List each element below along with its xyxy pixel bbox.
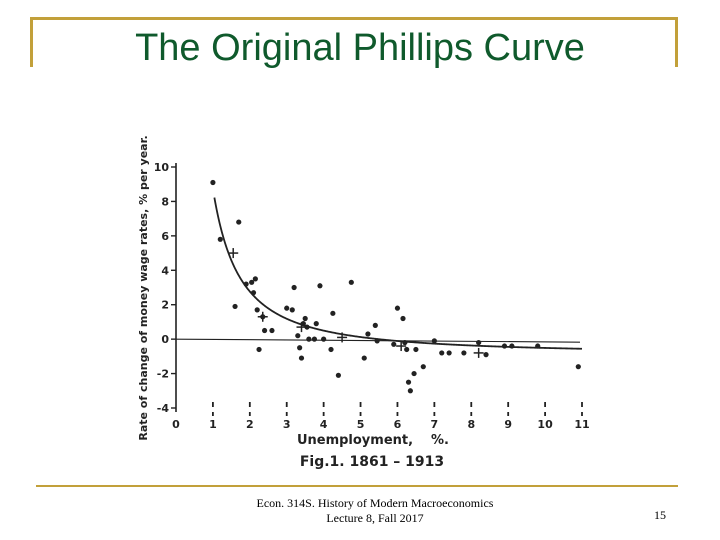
x-tick-label: 4 bbox=[320, 418, 328, 431]
cross-marker bbox=[296, 322, 307, 333]
data-point bbox=[321, 336, 327, 342]
y-tick-label: 6 bbox=[161, 230, 169, 243]
data-point bbox=[232, 303, 238, 310]
cross-marker bbox=[228, 248, 239, 259]
data-point bbox=[304, 324, 310, 330]
footer-rule bbox=[36, 485, 678, 487]
data-point bbox=[335, 372, 341, 378]
data-point bbox=[269, 327, 275, 334]
page-number: 15 bbox=[654, 508, 666, 522]
data-point bbox=[252, 276, 258, 282]
data-point bbox=[291, 284, 297, 291]
data-point bbox=[535, 343, 541, 349]
cross-marker bbox=[473, 347, 484, 358]
x-tick-label: 2 bbox=[246, 418, 254, 431]
footer-text: Econ. 314S. History of Modern Macroecono… bbox=[200, 496, 550, 526]
data-point bbox=[298, 355, 305, 361]
data-point bbox=[295, 333, 301, 339]
data-point bbox=[302, 315, 308, 322]
cross-marker bbox=[396, 341, 407, 352]
data-point bbox=[476, 339, 482, 346]
chart-points-layer bbox=[210, 179, 581, 394]
x-tick-label: 8 bbox=[467, 418, 475, 431]
footer-course-line: Econ. 314S. History of Modern Macroecono… bbox=[256, 496, 494, 510]
data-point bbox=[249, 279, 255, 285]
data-point bbox=[509, 343, 515, 349]
x-tick-label: 10 bbox=[537, 418, 553, 431]
data-point bbox=[575, 364, 581, 370]
y-tick-label: 8 bbox=[161, 195, 169, 208]
data-point bbox=[297, 345, 303, 351]
data-point bbox=[317, 283, 323, 289]
data-point bbox=[372, 322, 378, 328]
data-point bbox=[313, 321, 319, 327]
frame-left-rule bbox=[30, 17, 33, 67]
data-point bbox=[217, 236, 223, 242]
x-tick-label: 6 bbox=[394, 418, 402, 431]
data-point bbox=[483, 352, 489, 358]
y-tick-label: -4 bbox=[157, 402, 170, 415]
data-point bbox=[501, 343, 508, 349]
data-point bbox=[439, 350, 445, 356]
data-point bbox=[391, 341, 397, 347]
data-point bbox=[411, 370, 417, 377]
cross-marker bbox=[257, 311, 268, 322]
x-tick-label: 1 bbox=[209, 418, 217, 431]
slide-title: The Original Phillips Curve bbox=[135, 27, 585, 69]
data-point bbox=[413, 346, 419, 353]
data-point bbox=[431, 338, 437, 344]
x-axis-unit: %. bbox=[431, 433, 449, 448]
data-point bbox=[243, 281, 249, 287]
data-point bbox=[446, 350, 452, 356]
x-tick-label: 3 bbox=[283, 418, 291, 431]
fitted-phillips-curve bbox=[213, 197, 583, 350]
x-tick-label: 0 bbox=[172, 418, 180, 431]
data-point bbox=[361, 355, 367, 361]
figure-caption: Fig.1. 1861 – 1913 bbox=[300, 454, 444, 470]
data-point bbox=[306, 336, 312, 342]
data-point bbox=[330, 310, 336, 316]
data-point bbox=[210, 179, 216, 186]
data-point bbox=[250, 290, 257, 296]
data-point bbox=[284, 305, 290, 311]
frame-top-rule bbox=[30, 17, 678, 20]
frame-right-rule bbox=[675, 17, 678, 67]
y-tick-label: 2 bbox=[161, 299, 169, 312]
data-point bbox=[254, 307, 260, 313]
data-point bbox=[236, 219, 242, 225]
data-point bbox=[394, 305, 401, 311]
y-tick-label: 0 bbox=[161, 333, 169, 346]
x-tick-label: 9 bbox=[504, 418, 512, 431]
chart-curve-layer bbox=[213, 197, 583, 350]
data-point bbox=[405, 379, 412, 385]
data-point bbox=[328, 346, 334, 353]
footer-lecture-line: Lecture 8, Fall 2017 bbox=[326, 511, 424, 525]
data-point bbox=[404, 346, 410, 353]
data-point bbox=[461, 350, 467, 356]
data-point bbox=[365, 331, 371, 337]
data-point bbox=[348, 279, 354, 285]
x-tick-label: 11 bbox=[574, 418, 589, 431]
y-tick-label: -2 bbox=[157, 368, 169, 381]
data-point bbox=[407, 388, 413, 394]
x-tick-label: 7 bbox=[431, 418, 439, 431]
data-point bbox=[311, 336, 318, 342]
data-point bbox=[256, 346, 262, 353]
data-point bbox=[289, 307, 295, 313]
y-tick-label: 10 bbox=[154, 161, 170, 174]
data-point bbox=[402, 339, 408, 346]
data-point bbox=[400, 315, 406, 322]
x-tick-label: 5 bbox=[357, 418, 365, 431]
data-point bbox=[261, 327, 268, 334]
cross-marker bbox=[337, 332, 348, 343]
data-point bbox=[374, 338, 380, 344]
data-point bbox=[420, 364, 426, 370]
y-tick-label: 4 bbox=[161, 264, 169, 277]
x-axis-label: Unemployment, bbox=[297, 433, 413, 448]
y-axis-label: Rate of change of money wage rates, % pe… bbox=[137, 135, 150, 440]
